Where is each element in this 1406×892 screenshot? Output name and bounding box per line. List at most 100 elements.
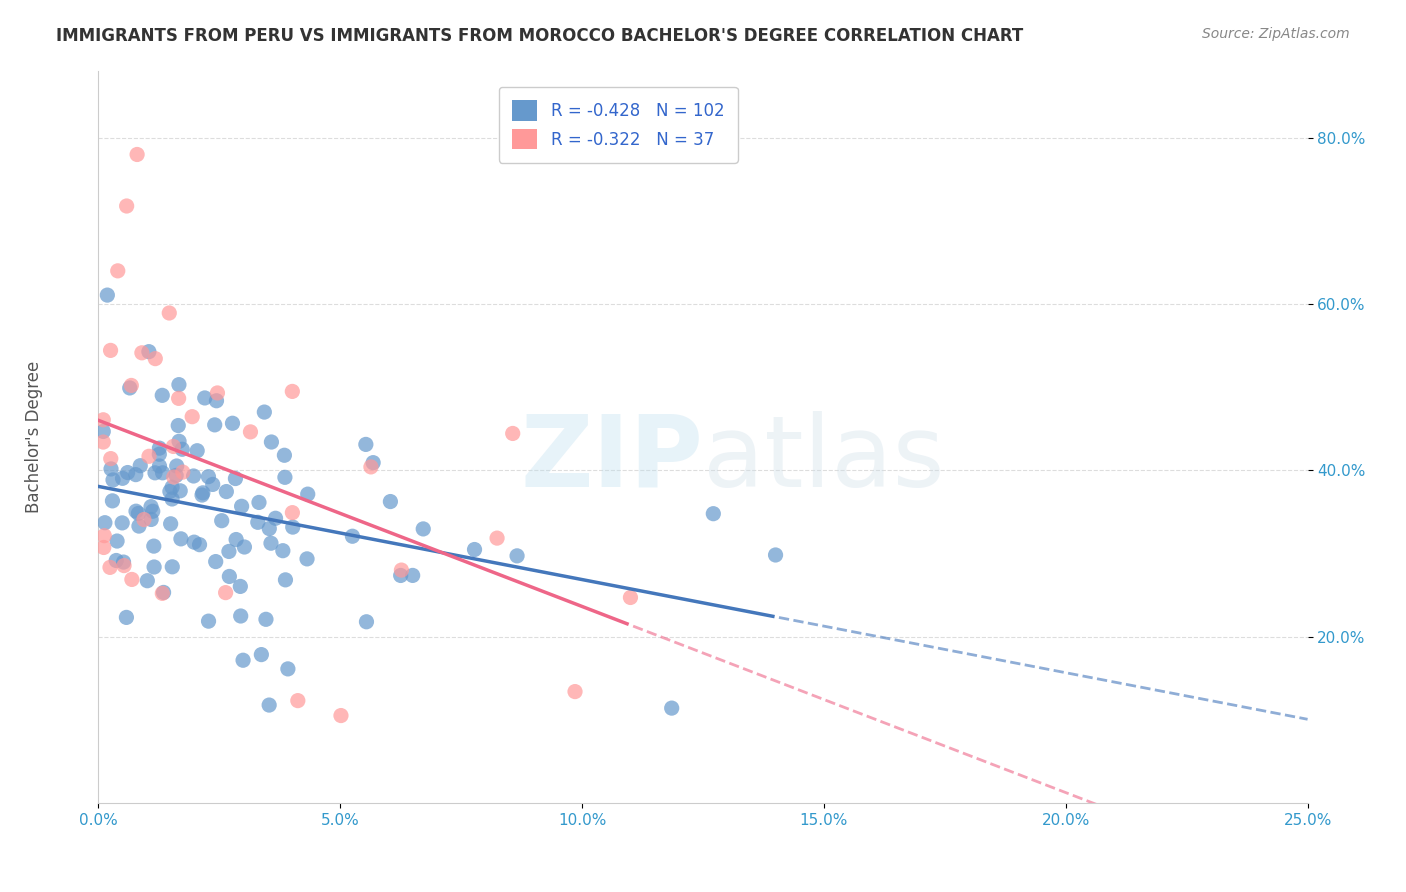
Immigrants from Morocco xyxy=(121,573,143,587)
Text: ZIP: ZIP xyxy=(520,410,703,508)
Immigrants from Peru xyxy=(295,552,318,566)
Immigrants from Morocco xyxy=(100,451,122,466)
Immigrants from Morocco xyxy=(281,506,304,520)
Immigrants from Peru xyxy=(201,477,224,491)
Immigrants from Peru xyxy=(277,662,299,676)
Immigrants from Morocco xyxy=(143,351,166,366)
Immigrants from Peru xyxy=(259,522,281,536)
Immigrants from Peru xyxy=(139,500,162,514)
Immigrants from Peru xyxy=(264,511,287,525)
Immigrants from Peru xyxy=(100,462,122,476)
Immigrants from Peru xyxy=(91,425,114,439)
Immigrants from Peru xyxy=(152,585,174,599)
Immigrants from Morocco xyxy=(287,693,309,707)
Immigrants from Peru xyxy=(247,495,270,509)
Immigrants from Peru xyxy=(380,494,402,508)
Immigrants from Peru xyxy=(246,516,269,530)
Immigrants from Peru xyxy=(94,516,117,530)
Immigrants from Morocco xyxy=(138,450,160,464)
Immigrants from Peru xyxy=(361,456,384,470)
Immigrants from Peru xyxy=(152,466,174,480)
Immigrants from Peru xyxy=(127,507,149,521)
Immigrants from Peru xyxy=(118,381,141,395)
Immigrants from Peru xyxy=(702,507,724,521)
Immigrants from Morocco xyxy=(360,459,382,474)
Immigrants from Peru xyxy=(271,543,294,558)
Immigrants from Peru xyxy=(233,540,256,554)
Immigrants from Peru xyxy=(205,393,228,408)
Immigrants from Peru xyxy=(183,469,205,483)
Immigrants from Peru xyxy=(260,435,283,450)
Immigrants from Morocco xyxy=(112,558,135,573)
Immigrants from Peru xyxy=(165,468,187,483)
Immigrants from Morocco xyxy=(330,708,353,723)
Immigrants from Peru xyxy=(105,553,128,567)
Immigrants from Peru xyxy=(257,698,280,712)
Immigrants from Peru xyxy=(125,467,148,482)
Immigrants from Peru xyxy=(225,533,247,547)
Immigrants from Peru xyxy=(661,701,683,715)
Immigrants from Peru xyxy=(150,388,173,402)
Immigrants from Peru xyxy=(186,443,208,458)
Immigrants from Peru xyxy=(231,500,253,514)
Immigrants from Peru xyxy=(463,542,485,557)
Immigrants from Peru xyxy=(143,560,166,574)
Immigrants from Morocco xyxy=(120,378,142,392)
Immigrants from Peru xyxy=(297,487,319,501)
Immigrants from Peru xyxy=(211,514,233,528)
Immigrants from Morocco xyxy=(281,384,304,399)
Immigrants from Morocco xyxy=(91,435,114,450)
Immigrants from Peru xyxy=(172,442,194,457)
Immigrants from Peru xyxy=(148,441,170,455)
Immigrants from Peru xyxy=(221,417,243,431)
Text: Source: ZipAtlas.com: Source: ZipAtlas.com xyxy=(1202,27,1350,41)
Y-axis label: Bachelor's Degree: Bachelor's Degree xyxy=(25,361,42,513)
Immigrants from Peru xyxy=(412,522,434,536)
Immigrants from Peru xyxy=(159,516,181,531)
Immigrants from Peru xyxy=(191,486,214,500)
Immigrants from Morocco xyxy=(207,386,229,401)
Immigrants from Peru xyxy=(101,494,124,508)
Immigrants from Peru xyxy=(167,377,190,392)
Immigrants from Peru xyxy=(229,609,252,624)
Immigrants from Peru xyxy=(250,648,273,662)
Immigrants from Peru xyxy=(354,437,377,451)
Immigrants from Peru xyxy=(197,469,219,483)
Immigrants from Peru xyxy=(232,653,254,667)
Immigrants from Morocco xyxy=(107,264,129,278)
Immigrants from Peru xyxy=(141,512,163,526)
Immigrants from Morocco xyxy=(127,147,149,161)
Immigrants from Morocco xyxy=(115,199,138,213)
Immigrants from Peru xyxy=(273,448,295,462)
Immigrants from Peru xyxy=(111,471,134,485)
Immigrants from Peru xyxy=(218,544,240,558)
Immigrants from Peru xyxy=(274,470,297,484)
Text: IMMIGRANTS FROM PERU VS IMMIGRANTS FROM MOROCCO BACHELOR'S DEGREE CORRELATION CH: IMMIGRANTS FROM PERU VS IMMIGRANTS FROM … xyxy=(56,27,1024,45)
Immigrants from Peru xyxy=(274,573,297,587)
Immigrants from Morocco xyxy=(93,529,115,543)
Immigrants from Peru xyxy=(143,466,166,480)
Immigrants from Morocco xyxy=(239,425,262,439)
Immigrants from Peru xyxy=(254,612,277,626)
Immigrants from Peru xyxy=(128,519,150,533)
Immigrants from Peru xyxy=(183,535,205,549)
Immigrants from Peru xyxy=(101,473,124,487)
Immigrants from Morocco xyxy=(172,465,194,479)
Immigrants from Morocco xyxy=(91,413,114,427)
Immigrants from Peru xyxy=(253,405,276,419)
Immigrants from Morocco xyxy=(98,560,121,574)
Immigrants from Peru xyxy=(160,491,183,506)
Immigrants from Morocco xyxy=(163,470,186,484)
Immigrants from Peru xyxy=(229,579,252,593)
Immigrants from Peru xyxy=(356,615,378,629)
Immigrants from Peru xyxy=(148,447,170,461)
Text: atlas: atlas xyxy=(703,410,945,508)
Immigrants from Morocco xyxy=(214,585,236,599)
Immigrants from Peru xyxy=(506,549,529,563)
Immigrants from Peru xyxy=(170,532,193,546)
Immigrants from Morocco xyxy=(131,346,153,360)
Immigrants from Morocco xyxy=(162,440,184,454)
Immigrants from Morocco xyxy=(564,684,586,698)
Immigrants from Peru xyxy=(188,538,211,552)
Immigrants from Peru xyxy=(401,568,423,582)
